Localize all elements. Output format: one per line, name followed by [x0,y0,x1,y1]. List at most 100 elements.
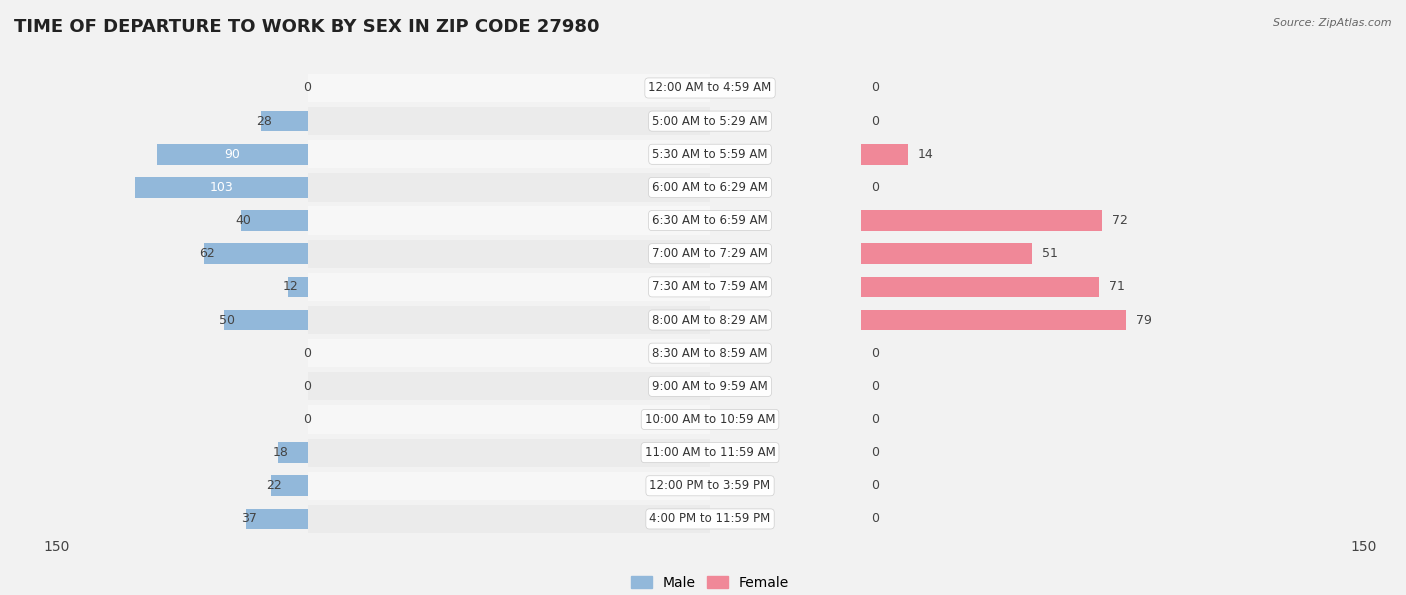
Text: 0: 0 [870,115,879,127]
Text: 0: 0 [302,380,311,393]
Bar [860,277,1099,297]
Bar [0,372,710,400]
Text: 12:00 PM to 3:59 PM: 12:00 PM to 3:59 PM [650,480,770,492]
Text: 72: 72 [1112,214,1128,227]
Bar [0,306,710,334]
Bar [0,140,860,168]
Text: 9:00 AM to 9:59 AM: 9:00 AM to 9:59 AM [652,380,768,393]
Bar [0,405,710,434]
Bar [860,144,908,165]
Bar [0,240,860,268]
Text: Source: ZipAtlas.com: Source: ZipAtlas.com [1274,18,1392,28]
Text: 0: 0 [870,413,879,426]
Text: 12: 12 [283,280,298,293]
Bar [0,405,860,434]
Bar [204,243,308,264]
Text: 50: 50 [219,314,235,327]
Bar [0,107,860,135]
Bar [0,74,710,102]
Bar [308,240,1406,268]
Bar [860,243,1032,264]
Text: 10:00 AM to 10:59 AM: 10:00 AM to 10:59 AM [645,413,775,426]
Bar [0,472,710,500]
Text: TIME OF DEPARTURE TO WORK BY SEX IN ZIP CODE 27980: TIME OF DEPARTURE TO WORK BY SEX IN ZIP … [14,18,599,36]
Text: 103: 103 [209,181,233,194]
Bar [0,439,860,466]
Bar [308,306,1406,334]
Bar [0,472,860,500]
Bar [308,505,1406,533]
Bar [0,74,860,102]
Text: 0: 0 [870,480,879,492]
Bar [860,310,1126,330]
Text: 0: 0 [870,512,879,525]
Bar [308,206,1406,234]
Text: 14: 14 [918,148,934,161]
Bar [308,107,1406,135]
Text: 5:30 AM to 5:59 AM: 5:30 AM to 5:59 AM [652,148,768,161]
Bar [288,277,308,297]
Text: 7:30 AM to 7:59 AM: 7:30 AM to 7:59 AM [652,280,768,293]
Text: 62: 62 [198,248,215,260]
Bar [0,339,860,367]
Text: 90: 90 [225,148,240,161]
Text: 40: 40 [236,214,252,227]
Bar [240,210,308,231]
Bar [0,240,710,268]
Text: 5:00 AM to 5:29 AM: 5:00 AM to 5:29 AM [652,115,768,127]
Legend: Male, Female: Male, Female [626,570,794,595]
Bar [308,405,1406,434]
Bar [224,310,308,330]
Bar [0,505,860,533]
Bar [308,372,1406,400]
Bar [308,472,1406,500]
Text: 51: 51 [1042,248,1057,260]
Text: 0: 0 [302,413,311,426]
Text: 6:00 AM to 6:29 AM: 6:00 AM to 6:29 AM [652,181,768,194]
Bar [0,140,710,168]
Bar [0,439,710,466]
Bar [860,210,1102,231]
Bar [0,505,710,533]
Text: 79: 79 [1136,314,1152,327]
Text: 0: 0 [302,82,311,95]
Text: 71: 71 [1109,280,1125,293]
Bar [308,173,1406,202]
Text: 18: 18 [273,446,288,459]
Text: 4:00 PM to 11:59 PM: 4:00 PM to 11:59 PM [650,512,770,525]
Text: 12:00 AM to 4:59 AM: 12:00 AM to 4:59 AM [648,82,772,95]
Text: 0: 0 [870,181,879,194]
Text: 28: 28 [256,115,271,127]
Text: 6:30 AM to 6:59 AM: 6:30 AM to 6:59 AM [652,214,768,227]
Text: 8:00 AM to 8:29 AM: 8:00 AM to 8:29 AM [652,314,768,327]
Bar [157,144,308,165]
Bar [0,107,710,135]
Text: 8:30 AM to 8:59 AM: 8:30 AM to 8:59 AM [652,347,768,359]
Bar [0,273,860,301]
Bar [0,339,710,367]
Text: 0: 0 [870,380,879,393]
Bar [271,475,308,496]
Bar [308,439,1406,466]
Bar [0,306,860,334]
Text: 0: 0 [870,347,879,359]
Bar [135,177,308,198]
Bar [260,111,308,131]
Bar [308,140,1406,168]
Bar [0,206,710,234]
Bar [308,74,1406,102]
Text: 11:00 AM to 11:59 AM: 11:00 AM to 11:59 AM [645,446,775,459]
Bar [308,339,1406,367]
Bar [277,442,308,463]
Text: 0: 0 [302,347,311,359]
Text: 7:00 AM to 7:29 AM: 7:00 AM to 7:29 AM [652,248,768,260]
Text: 37: 37 [240,512,256,525]
Bar [308,273,1406,301]
Bar [0,273,710,301]
Bar [0,372,860,400]
Bar [0,173,860,202]
Bar [0,206,860,234]
Text: 0: 0 [870,82,879,95]
Text: 0: 0 [870,446,879,459]
Text: 22: 22 [266,480,281,492]
